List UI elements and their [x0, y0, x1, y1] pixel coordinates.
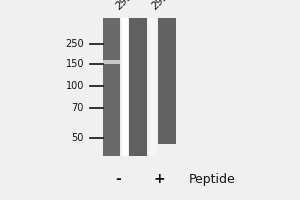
Bar [103, 18, 120, 156]
Text: 50: 50 [72, 133, 84, 143]
Bar [178, 18, 182, 156]
Bar [122, 18, 128, 156]
Text: 293: 293 [150, 0, 171, 11]
Bar [149, 18, 157, 156]
Bar [129, 18, 147, 156]
Text: 150: 150 [65, 59, 84, 69]
Text: Peptide: Peptide [189, 172, 236, 186]
Text: -: - [116, 172, 122, 186]
Bar [103, 60, 120, 64]
Text: +: + [153, 172, 165, 186]
Text: 250: 250 [65, 39, 84, 49]
Text: 70: 70 [72, 103, 84, 113]
Text: 100: 100 [66, 81, 84, 91]
Text: 293: 293 [114, 0, 135, 11]
Bar [158, 18, 176, 144]
